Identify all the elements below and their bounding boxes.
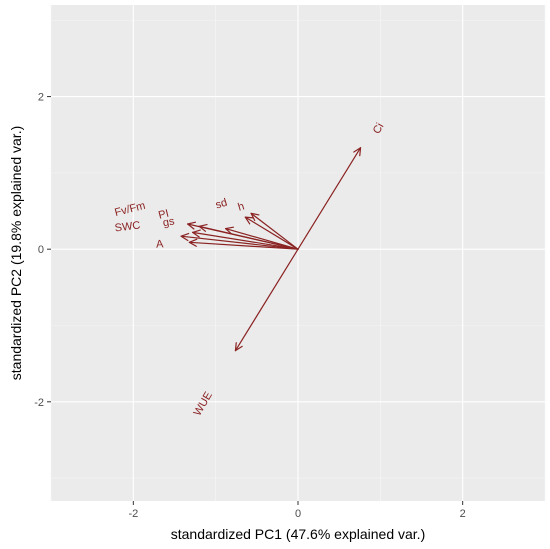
loading-vector-ci	[297, 147, 362, 250]
y-tick-label: 0	[38, 244, 44, 256]
variable-label-sd: sd	[214, 197, 229, 212]
variable-label-ci: Ci	[371, 121, 387, 136]
loading-vectors	[180, 147, 362, 352]
x-tick-label: 2	[460, 508, 466, 520]
x-axis-ticks: -2 0 2	[128, 501, 466, 520]
variable-label-swc: SWC	[114, 219, 141, 234]
y-axis-ticks: -2 0 2	[34, 92, 51, 409]
x-tick-label: 0	[295, 508, 301, 520]
x-tick-label: -2	[128, 508, 138, 520]
loading-vector	[244, 216, 299, 250]
loading-vector-swc	[180, 232, 299, 250]
loading-vector-a	[188, 238, 299, 250]
loading-vector-pi	[198, 223, 299, 250]
y-tick-label: -2	[34, 397, 44, 409]
loading-vector-wue	[234, 248, 299, 352]
variable-label-pi: PI	[157, 208, 170, 222]
x-axis-title: standardized PC1 (47.6% explained var.)	[171, 526, 425, 542]
y-tick-label: 2	[38, 92, 44, 104]
y-axis-title: standardized PC2 (19.8% explained var.)	[8, 126, 24, 380]
variable-label-a: A	[156, 238, 165, 251]
loading-vector-sd	[224, 226, 299, 250]
variable-label-gs: gs	[162, 215, 176, 229]
loading-vector-gs	[192, 229, 299, 250]
variable-label-h: h	[236, 200, 245, 213]
